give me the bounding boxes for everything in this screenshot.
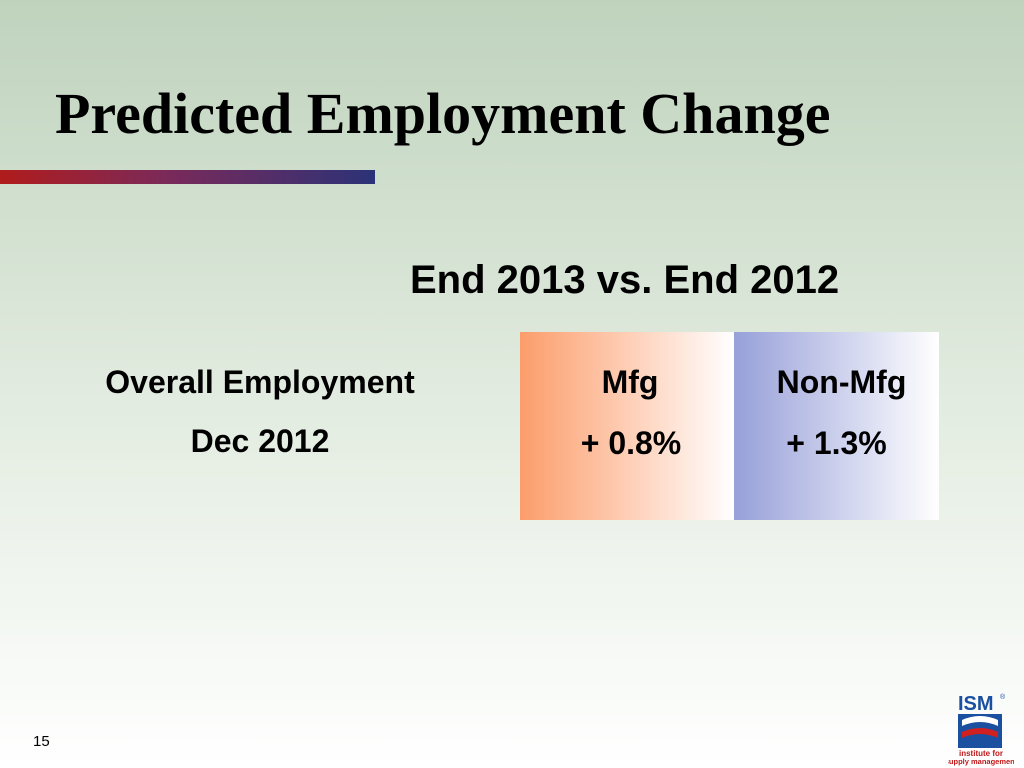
column-box [734, 332, 939, 520]
column-value: + 0.8% [580, 425, 682, 461]
logo-wave [962, 728, 998, 738]
logo-line: supply management [948, 757, 1014, 766]
subtitle: End 2013 vs. End 2012 [410, 258, 840, 302]
column-box [520, 332, 734, 520]
title-rule [0, 170, 375, 184]
slide-title: Predicted Employment Change [55, 81, 831, 146]
column-header: Mfg [601, 364, 659, 400]
logo: ISM ® institute for supply management [948, 693, 1014, 766]
page-number: 15 [33, 733, 50, 750]
row-label: Overall Employment [105, 364, 415, 400]
logo-wave [962, 716, 998, 726]
row-label: Dec 2012 [190, 423, 330, 459]
logo-name: ISM [958, 693, 994, 715]
logo-mark: ® [1000, 693, 1006, 701]
logo-line: institute for [959, 749, 1003, 758]
column-value: + 1.3% [786, 425, 887, 461]
column-header: Non-Mfg [776, 364, 907, 400]
